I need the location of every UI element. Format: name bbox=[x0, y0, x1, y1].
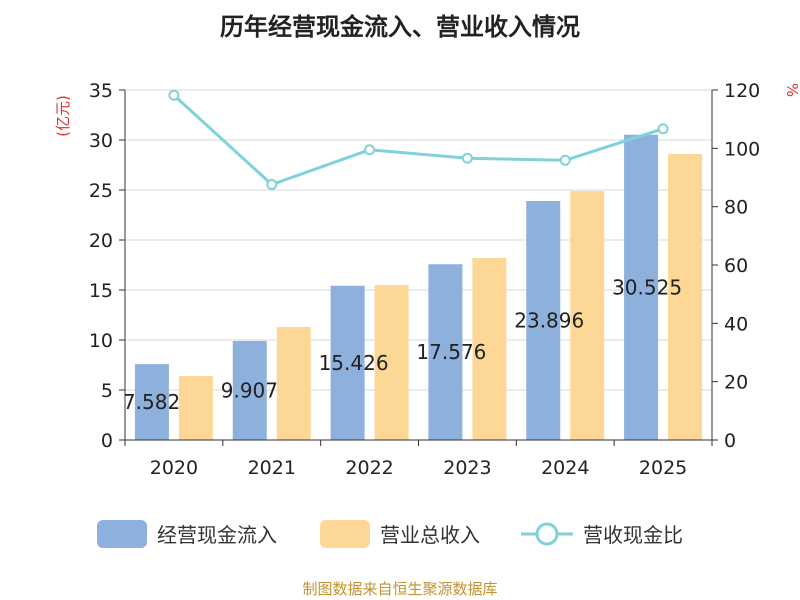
line-layer bbox=[168, 89, 669, 190]
x-tick-label: 2024 bbox=[541, 457, 589, 479]
bar-data-label: 30.525 bbox=[612, 275, 682, 299]
bar-total-revenue bbox=[668, 154, 703, 440]
ratio-point bbox=[461, 152, 473, 164]
legend: 经营现金流入 营业总收入 营收现金比 bbox=[97, 520, 683, 548]
bar-data-label: 23.896 bbox=[514, 309, 584, 333]
left-tick-label: 15 bbox=[89, 280, 113, 302]
right-tick-label: 100 bbox=[724, 138, 760, 160]
bar-total-revenue bbox=[178, 376, 213, 440]
left-tick-label: 20 bbox=[89, 230, 113, 252]
x-tick-label: 2022 bbox=[345, 457, 393, 479]
left-tick-label: 35 bbox=[89, 80, 113, 102]
legend-label-total-revenue: 营业总收入 bbox=[380, 523, 480, 547]
label-layer: 7.582 9.907 15.426 17.576 23.896 30.525 bbox=[123, 275, 682, 414]
bar-cash-inflow bbox=[526, 201, 561, 440]
x-tick-label: 2025 bbox=[639, 457, 687, 479]
left-tick-label: 30 bbox=[89, 130, 113, 152]
right-axis-unit: % bbox=[783, 83, 800, 97]
ratio-point bbox=[657, 123, 669, 135]
bar-cash-inflow bbox=[330, 285, 365, 440]
right-tick-label: 20 bbox=[724, 372, 748, 394]
legend-swatch-cash-inflow bbox=[97, 520, 147, 548]
legend-swatch-total-revenue bbox=[320, 520, 370, 548]
ratio-line bbox=[172, 94, 664, 187]
ratio-point bbox=[266, 179, 278, 190]
left-tick-label: 5 bbox=[101, 380, 113, 402]
right-tick-label: 80 bbox=[724, 197, 748, 219]
bar-total-revenue bbox=[570, 191, 605, 440]
chart-title: 历年经营现金流入、营业收入情况 bbox=[220, 13, 580, 41]
bar-total-revenue bbox=[276, 327, 311, 440]
right-tick-label: 120 bbox=[724, 80, 760, 102]
bar-cash-inflow bbox=[624, 134, 659, 440]
legend-label-ratio: 营收现金比 bbox=[583, 523, 683, 547]
left-tick-label: 0 bbox=[101, 430, 113, 452]
bar-data-label: 15.426 bbox=[319, 351, 389, 375]
x-tick-label: 2023 bbox=[443, 457, 491, 479]
bar-cash-inflow bbox=[134, 364, 169, 440]
legend-label-cash-inflow: 经营现金流入 bbox=[157, 523, 277, 547]
left-tick-label: 25 bbox=[89, 180, 113, 202]
left-axis-unit: (亿元) bbox=[54, 95, 72, 137]
bar-data-label: 7.582 bbox=[123, 390, 180, 414]
right-tick-label: 40 bbox=[724, 313, 748, 335]
ratio-point bbox=[168, 89, 180, 101]
ratio-point bbox=[559, 154, 571, 166]
left-tick-label: 10 bbox=[89, 330, 113, 352]
bar-total-revenue bbox=[374, 285, 409, 440]
bar-cash-inflow bbox=[232, 340, 267, 440]
legend-marker-ratio bbox=[535, 522, 559, 546]
bar-data-label: 9.907 bbox=[221, 378, 278, 402]
right-tick-label: 0 bbox=[724, 430, 736, 452]
bar-layer bbox=[134, 134, 703, 440]
bar-total-revenue bbox=[472, 258, 507, 440]
source-note: 制图数据来自恒生聚源数据库 bbox=[302, 580, 497, 598]
x-tick-label: 2021 bbox=[248, 457, 296, 479]
bar-cash-inflow bbox=[428, 264, 463, 440]
right-tick-label: 60 bbox=[724, 255, 748, 277]
x-tick-label: 2020 bbox=[150, 457, 198, 479]
bar-data-label: 17.576 bbox=[416, 340, 486, 364]
ratio-point bbox=[364, 144, 376, 156]
